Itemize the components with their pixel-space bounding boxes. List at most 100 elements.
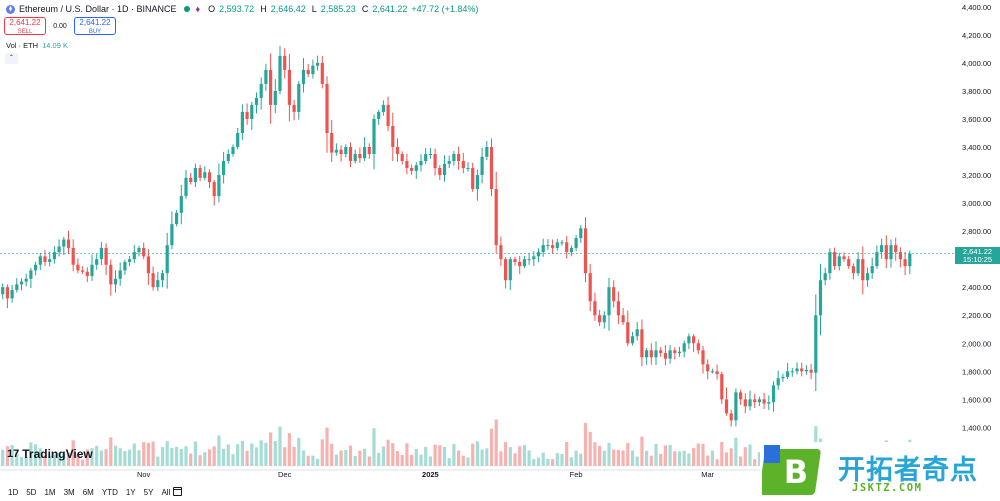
candle-body: [696, 343, 700, 351]
candle-body: [264, 69, 268, 84]
candle-body: [165, 245, 169, 274]
candle-body: [837, 256, 841, 267]
candle-body: [908, 253, 912, 267]
candle-body: [645, 350, 649, 358]
candle-body: [395, 146, 400, 155]
calendar-icon[interactable]: [173, 487, 182, 496]
volume-bar: [574, 450, 578, 466]
candle-body: [626, 322, 630, 344]
volume-bar: [113, 445, 118, 466]
volume-bar: [494, 419, 498, 466]
volume-bar: [569, 457, 573, 466]
share-icon[interactable]: ♦: [195, 4, 201, 14]
candle-body: [377, 111, 381, 119]
volume-bar: [76, 454, 80, 466]
volume-bar: [226, 444, 230, 466]
sell-button[interactable]: 2,641.22 SELL: [4, 17, 46, 35]
range-1d[interactable]: 1D: [8, 488, 19, 497]
volume-bar: [264, 442, 268, 466]
candle-body: [311, 65, 315, 75]
candle-body: [222, 161, 226, 176]
candle-body: [748, 399, 752, 407]
volume-bar: [160, 447, 165, 466]
range-ytd[interactable]: YTD: [101, 488, 118, 497]
candles: [1, 45, 912, 427]
candle-body: [283, 55, 287, 70]
volume-bar: [720, 441, 724, 466]
tradingview-logo[interactable]: 17 TradingView: [7, 447, 93, 461]
volume-bar: [612, 449, 616, 466]
volume-bar: [471, 443, 475, 466]
collapse-legend-button[interactable]: ˆ: [5, 53, 18, 64]
candle-body: [884, 245, 888, 260]
volume-bar: [325, 427, 329, 466]
candle-body: [428, 154, 432, 156]
volume-bar: [123, 450, 127, 466]
buy-button[interactable]: 2,641.22 BUY: [74, 17, 116, 35]
price-tick-13: 4,000.00: [962, 59, 991, 68]
candle-body: [452, 154, 456, 162]
volume-bar: [555, 453, 559, 466]
volume-bar: [15, 450, 19, 466]
candle-body: [273, 90, 277, 105]
range-5d[interactable]: 5D: [26, 488, 37, 497]
volume-bar: [461, 455, 465, 466]
candle-body: [814, 315, 818, 373]
ohlc-high-key: H: [260, 4, 267, 14]
volume-bar: [748, 444, 752, 466]
candle-body: [757, 399, 761, 403]
range-3m[interactable]: 3M: [63, 488, 75, 497]
candle-body: [109, 264, 113, 285]
range-6m[interactable]: 6M: [82, 488, 94, 497]
symbol-title[interactable]: Ethereum / U.S. Dollar · 1D · BINANCE: [19, 4, 177, 14]
candle-body: [278, 55, 282, 91]
volume-bar: [297, 437, 301, 466]
volume-bar: [400, 454, 404, 466]
candle-body: [569, 247, 573, 253]
volume-bar: [104, 449, 108, 466]
candle-body: [673, 350, 677, 354]
volume-bar: [673, 451, 677, 466]
candle-body: [193, 168, 197, 183]
volume-bar: [259, 440, 263, 466]
volume-legend[interactable]: Vol · ETH 14.09 K: [6, 41, 68, 50]
last-price-label: 2,641.22 15:10:25: [955, 247, 1000, 264]
volume-bar: [659, 453, 663, 466]
volume-value: 14.09 K: [42, 41, 68, 50]
ohlc-open-value: 2,593.72: [219, 4, 255, 14]
ohlc-low-key: L: [311, 4, 317, 14]
candle-body: [1, 287, 5, 295]
candle-body: [588, 273, 592, 302]
tradingview-logo-text: TradingView: [22, 447, 93, 461]
volume-bar: [170, 447, 174, 466]
time-axis: NovDec2025FebMarApr: [137, 470, 860, 479]
range-1m[interactable]: 1M: [44, 488, 56, 497]
volume-bar: [687, 453, 691, 466]
candle-body: [301, 69, 306, 84]
price-tick-2: 1,800.00: [962, 367, 991, 376]
candle-body: [334, 149, 338, 153]
volume-bar: [414, 448, 418, 466]
volume-bar: [663, 445, 667, 466]
range-5y[interactable]: 5Y: [143, 488, 154, 497]
candle-body: [640, 329, 644, 358]
volume-bar: [240, 440, 244, 466]
volume-bar: [278, 426, 282, 466]
range-all[interactable]: All: [161, 488, 171, 497]
price-axis-background: [955, 0, 1000, 470]
candle-body: [10, 289, 14, 299]
range-1y[interactable]: 1Y: [125, 488, 136, 497]
candle-body: [527, 259, 531, 261]
candle-body: [447, 161, 451, 164]
candle-body: [555, 242, 559, 248]
volume-bar: [344, 450, 348, 466]
volume-bar: [132, 443, 136, 466]
market-open-icon: [183, 6, 190, 12]
candle-body: [43, 256, 47, 262]
volume-bar: [222, 448, 226, 466]
candle-body: [461, 161, 465, 169]
candle-body: [316, 62, 320, 66]
last-price-value: 2,641.22: [962, 247, 993, 256]
volume-bar: [532, 459, 536, 466]
